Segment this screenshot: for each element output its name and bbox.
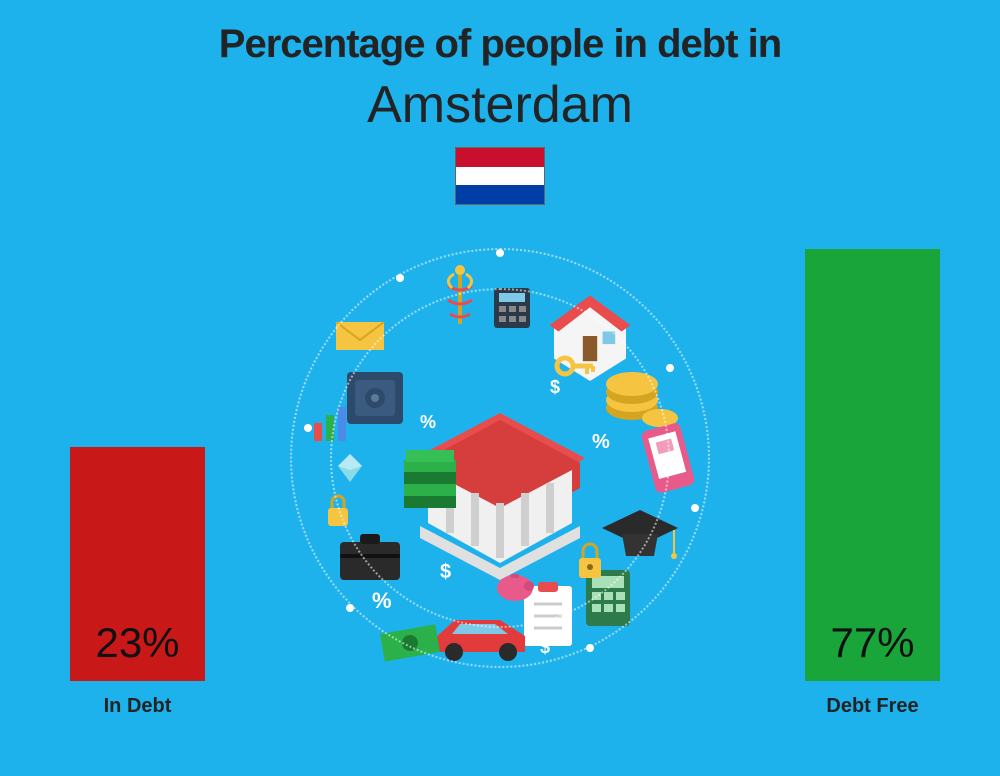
bar-in-debt-value: 23% [95, 619, 179, 667]
bar-in-debt: 23% In Debt [70, 447, 205, 718]
finance-illustration: % % % [290, 248, 710, 668]
bar-debt-free: 77% Debt Free [805, 249, 940, 718]
bar-in-debt-rect: 23% [70, 447, 205, 681]
flag-stripe-middle [456, 167, 544, 186]
flag-stripe-bottom [456, 185, 544, 204]
bar-debt-free-value: 77% [830, 619, 914, 667]
ring-inner [330, 288, 670, 628]
page-subtitle: Amsterdam [0, 75, 1000, 135]
netherlands-flag-icon [455, 147, 545, 205]
bar-debt-free-rect: 77% [805, 249, 940, 681]
flag-stripe-top [456, 148, 544, 167]
bar-in-debt-label: In Debt [104, 695, 172, 718]
page-title: Percentage of people in debt in [0, 0, 1000, 67]
bar-debt-free-label: Debt Free [826, 695, 918, 718]
